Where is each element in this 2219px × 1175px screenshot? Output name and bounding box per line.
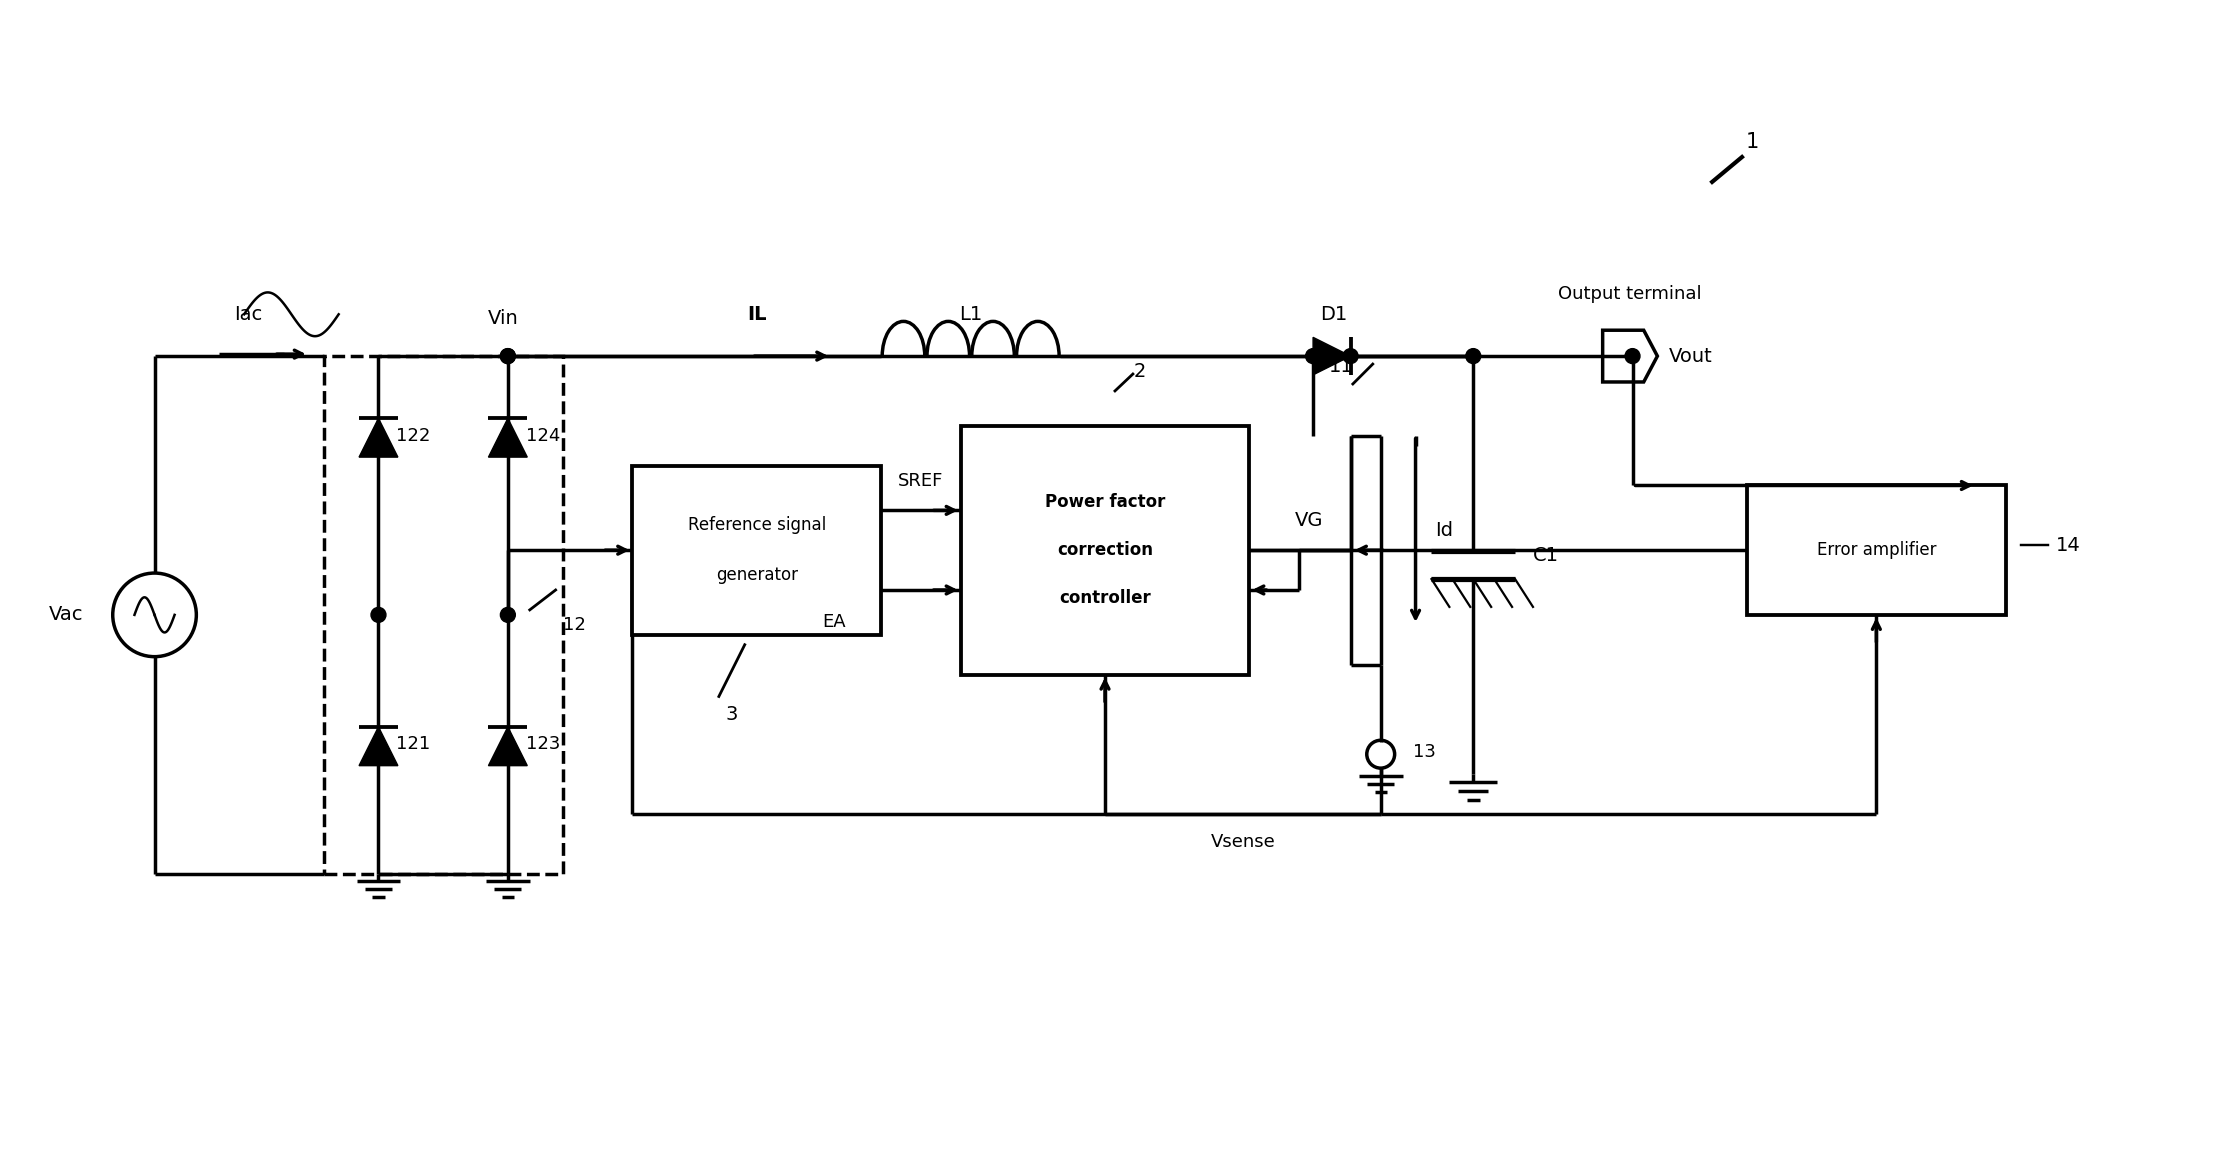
Bar bbox=[961, 425, 1249, 674]
Text: 123: 123 bbox=[526, 736, 559, 753]
Text: C1: C1 bbox=[1533, 545, 1560, 565]
Text: Vout: Vout bbox=[1669, 347, 1713, 365]
Text: 3: 3 bbox=[726, 705, 739, 724]
Bar bbox=[1746, 485, 2006, 615]
Circle shape bbox=[501, 349, 515, 363]
Text: Vin: Vin bbox=[488, 309, 519, 328]
Circle shape bbox=[371, 607, 386, 623]
Text: VG: VG bbox=[1294, 511, 1323, 530]
Text: Vsense: Vsense bbox=[1212, 833, 1276, 851]
Circle shape bbox=[501, 607, 515, 623]
Text: 2: 2 bbox=[1134, 362, 1145, 381]
Text: D1: D1 bbox=[1320, 304, 1347, 324]
Circle shape bbox=[1342, 349, 1358, 363]
Polygon shape bbox=[488, 727, 528, 766]
Text: EA: EA bbox=[823, 613, 845, 631]
Polygon shape bbox=[359, 418, 397, 457]
Text: 14: 14 bbox=[2055, 536, 2079, 555]
Text: Iac: Iac bbox=[235, 304, 262, 324]
Text: 121: 121 bbox=[397, 736, 430, 753]
Polygon shape bbox=[488, 418, 528, 457]
Text: 13: 13 bbox=[1414, 744, 1436, 761]
Text: correction: correction bbox=[1056, 542, 1154, 559]
Circle shape bbox=[1467, 349, 1480, 363]
Bar bbox=[632, 465, 881, 634]
Polygon shape bbox=[1314, 337, 1351, 375]
Circle shape bbox=[1305, 349, 1320, 363]
Text: 122: 122 bbox=[397, 427, 430, 444]
Text: Output terminal: Output terminal bbox=[1558, 286, 1702, 303]
Text: 1: 1 bbox=[1746, 132, 1760, 152]
Text: L1: L1 bbox=[959, 304, 983, 324]
Text: generator: generator bbox=[717, 566, 797, 584]
Circle shape bbox=[1624, 349, 1640, 363]
Text: 11: 11 bbox=[1329, 356, 1354, 376]
Text: 12: 12 bbox=[564, 616, 586, 633]
Text: 124: 124 bbox=[526, 427, 559, 444]
Bar bbox=[324, 356, 564, 874]
Text: SREF: SREF bbox=[899, 471, 943, 490]
Text: Reference signal: Reference signal bbox=[688, 516, 825, 535]
Text: controller: controller bbox=[1058, 589, 1152, 607]
Text: Id: Id bbox=[1436, 521, 1453, 539]
Circle shape bbox=[501, 349, 515, 363]
Text: Error amplifier: Error amplifier bbox=[1817, 542, 1937, 559]
Text: IL: IL bbox=[748, 304, 766, 324]
Text: Power factor: Power factor bbox=[1045, 494, 1165, 511]
Text: Vac: Vac bbox=[49, 605, 82, 624]
Polygon shape bbox=[359, 727, 397, 766]
